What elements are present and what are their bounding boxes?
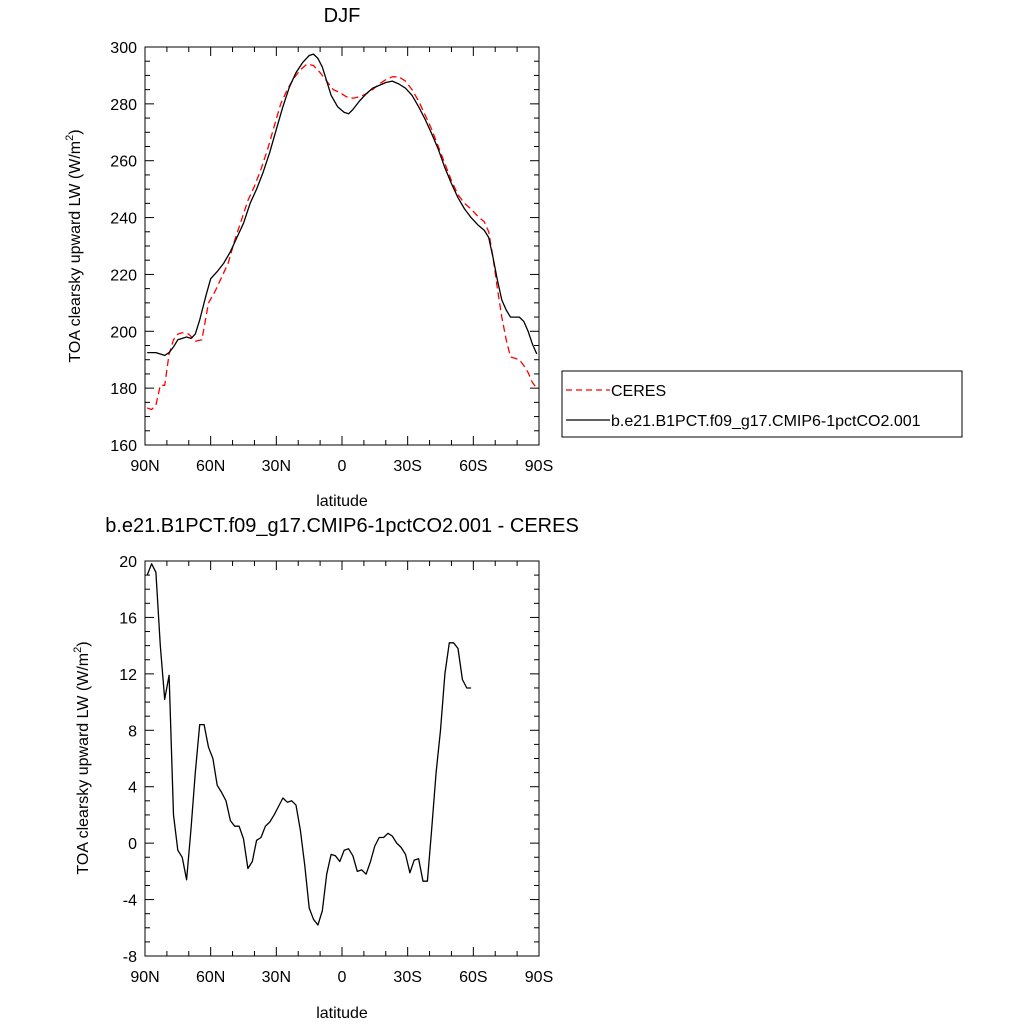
top-xtick-label: 60S xyxy=(459,458,487,475)
bottom-chart-frame xyxy=(144,560,540,957)
bottom-chart-lines xyxy=(146,563,472,926)
top-ytick-label: 180 xyxy=(110,381,137,398)
bottom-ytick-label: -4 xyxy=(123,893,137,910)
top-series-ceres-line xyxy=(146,63,538,411)
legend-model-label: b.e21.B1PCT.f09_g17.CMIP6-1pctCO2.001 xyxy=(611,413,921,430)
bottom-chart: b.e21.B1PCT.f09_g17.CMIP6-1pctCO2.001 - … xyxy=(72,515,579,1022)
bottom-ytick-label: 20 xyxy=(119,554,137,571)
legend-ceres-label: CERES xyxy=(611,383,666,400)
top-chart-ylabel: TOA clearsky upward LW (W/m2) xyxy=(64,129,84,362)
top-ytick-label: 200 xyxy=(110,324,137,341)
top-chart: DJF 90N 60N 30N 0 30S 60S 90S 160 180 200 220 240 26… xyxy=(64,5,553,510)
bottom-series-model-line xyxy=(146,563,472,926)
bottom-chart-title: b.e21.B1PCT.f09_g17.CMIP6-1pctCO2.001 - … xyxy=(105,515,579,537)
top-xtick-label: 30S xyxy=(393,458,421,475)
bottom-ytick-label: 16 xyxy=(119,610,137,627)
top-series-model-line xyxy=(147,53,538,357)
bottom-chart-ylabel: TOA clearsky upward LW (W/m2) xyxy=(72,641,92,874)
bottom-ytick-label: 0 xyxy=(128,836,137,853)
top-ytick-label: 280 xyxy=(110,97,137,114)
legend: CERES b.e21.B1PCT.f09_g17.CMIP6-1pctCO2.… xyxy=(561,370,963,438)
bottom-xtick-label: 30S xyxy=(393,969,421,986)
top-chart-title: DJF xyxy=(324,5,361,27)
bottom-xtick-label: 60N xyxy=(196,969,225,986)
bottom-ytick-label: 12 xyxy=(119,667,137,684)
bottom-xtick-label: 90N xyxy=(130,969,159,986)
top-ytick-label: 260 xyxy=(110,154,137,171)
top-chart-xlabel: latitude xyxy=(316,493,368,510)
top-ytick-label: 160 xyxy=(110,438,137,455)
top-chart-lines xyxy=(146,53,538,411)
top-xtick-label: 30N xyxy=(262,458,291,475)
bottom-chart-ticks: 90N 60N 30N 0 30S 60S 90S -8 -4 0 4 8 12 16 20 xyxy=(119,554,553,986)
top-xtick-label: 90N xyxy=(130,458,159,475)
bottom-xtick-label: 0 xyxy=(338,969,347,986)
bottom-xtick-label: 60S xyxy=(459,969,487,986)
top-xtick-label: 60N xyxy=(196,458,225,475)
top-chart-frame xyxy=(144,46,540,446)
top-xtick-label: 90S xyxy=(525,458,553,475)
bottom-xtick-label: 90S xyxy=(525,969,553,986)
legend-box xyxy=(561,370,963,438)
bottom-chart-xlabel: latitude xyxy=(316,1005,368,1022)
top-xtick-label: 0 xyxy=(338,458,347,475)
bottom-ytick-label: 4 xyxy=(128,780,137,797)
bottom-ytick-label: -8 xyxy=(123,949,137,966)
top-ytick-label: 300 xyxy=(110,40,137,57)
top-ytick-label: 220 xyxy=(110,267,137,284)
bottom-ytick-label: 8 xyxy=(128,723,137,740)
top-chart-ticks: 90N 60N 30N 0 30S 60S 90S 160 180 200 220 240 260 280… xyxy=(110,40,553,475)
top-ytick-label: 240 xyxy=(110,211,137,228)
bottom-xtick-label: 30N xyxy=(262,969,291,986)
